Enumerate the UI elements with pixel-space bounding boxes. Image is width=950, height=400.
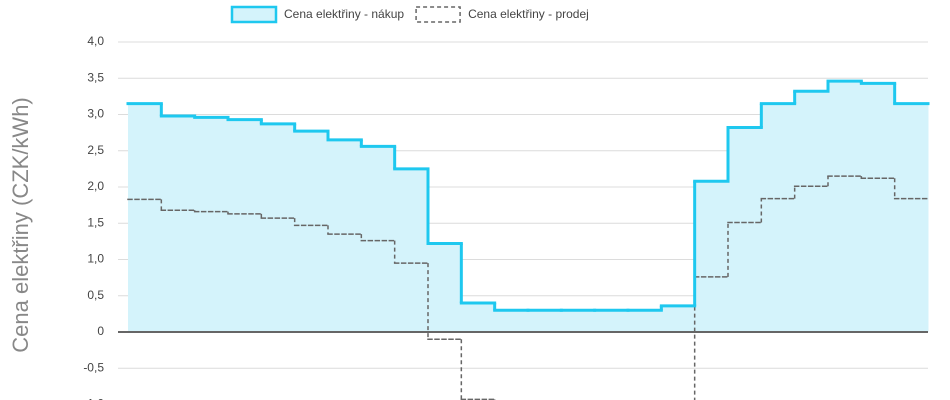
area-segment bbox=[194, 117, 229, 333]
area-segment bbox=[294, 131, 329, 332]
area-segment bbox=[161, 115, 196, 332]
legend-label: Cena elektřiny - prodej bbox=[468, 7, 589, 21]
y-tick-label: 0 bbox=[97, 324, 104, 338]
legend-item: Cena elektřiny - nákup bbox=[230, 5, 404, 24]
legend-item: Cena elektřiny - prodej bbox=[415, 6, 589, 23]
y-tick-label: -0,5 bbox=[83, 360, 104, 374]
area-segment bbox=[561, 310, 596, 332]
y-tick-label: 0,5 bbox=[87, 288, 104, 302]
y-tick-label: 2,5 bbox=[87, 143, 104, 157]
y-tick-label: 1,5 bbox=[87, 215, 104, 229]
legend-swatch bbox=[230, 5, 278, 24]
area-segment bbox=[461, 303, 496, 332]
y-tick-label: 3,0 bbox=[87, 107, 104, 121]
area-segment bbox=[728, 127, 762, 332]
area-segment bbox=[494, 310, 529, 332]
area-segment bbox=[861, 83, 896, 332]
area-segment bbox=[828, 81, 862, 333]
area-segment bbox=[694, 181, 729, 332]
y-tick-label: -1,0 bbox=[83, 397, 104, 400]
area-segment bbox=[394, 168, 429, 332]
area-segment bbox=[328, 139, 362, 332]
area-segment bbox=[661, 305, 696, 332]
area-segment bbox=[361, 146, 396, 332]
area-segment bbox=[228, 119, 262, 332]
y-tick-label: 3,5 bbox=[87, 70, 104, 84]
legend-swatch bbox=[415, 6, 461, 23]
y-tick-label: 4,0 bbox=[87, 34, 104, 48]
y-tick-label: 1,0 bbox=[87, 252, 104, 266]
area-segment bbox=[794, 91, 829, 332]
area-segment bbox=[894, 103, 929, 332]
y-tick-label: 2,0 bbox=[87, 179, 104, 193]
area-segment bbox=[761, 103, 796, 332]
legend-label: Cena elektřiny - nákup bbox=[284, 7, 404, 21]
area-segment bbox=[528, 310, 562, 332]
area-segment bbox=[428, 243, 462, 332]
area-segment bbox=[628, 310, 662, 332]
area-segment bbox=[128, 103, 162, 332]
area-segment bbox=[594, 310, 629, 332]
y-axis-title: Cena elektřiny (CZK/kWh) bbox=[8, 97, 33, 353]
area-segment bbox=[261, 123, 296, 332]
